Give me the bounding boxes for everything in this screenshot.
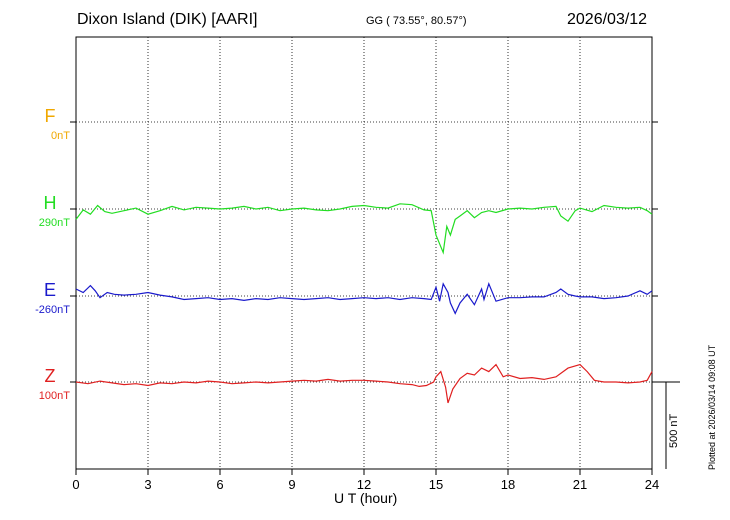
x-tick-label: 6 [216, 477, 223, 492]
series-name-e: E [43, 280, 56, 300]
series-line-e [75, 282, 653, 315]
x-tick-label: 24 [645, 477, 659, 492]
scale-bar [652, 381, 680, 469]
series-lines [75, 203, 653, 404]
axis-ticks: 0 3 6 9 12 15 18 21 24 [70, 121, 659, 492]
scale-label: 500 nT [668, 413, 680, 448]
series-baseline-z: 100nT [38, 390, 70, 402]
plotted-note: Plotted at 2026/03/14 09:08 UT [707, 344, 717, 470]
series-baseline-h: 290nT [38, 217, 70, 229]
series-name-z: Z [44, 366, 56, 386]
x-tick-label: 9 [288, 477, 295, 492]
x-tick-label: 18 [501, 477, 515, 492]
date: 2026/03/12 [567, 11, 648, 28]
series-line-h [75, 203, 653, 255]
x-tick-label: 15 [429, 477, 443, 492]
series-baseline-f: 0nT [51, 130, 70, 142]
coordinates: GG ( 73.55°, 80.57°) [366, 15, 467, 27]
x-tick-label: 21 [573, 477, 587, 492]
x-tick-label: 0 [72, 477, 79, 492]
series-line-z [75, 363, 653, 404]
series-baseline-e: -260nT [35, 304, 70, 316]
x-tick-label: 3 [144, 477, 151, 492]
series-name-h: H [43, 193, 57, 213]
x-tick-label: 12 [357, 477, 371, 492]
grid [76, 37, 652, 469]
station-title: Dixon Island (DIK) [AARI] [77, 11, 258, 28]
series-name-f: F [44, 106, 56, 126]
x-axis-label: U T (hour) [334, 490, 398, 506]
